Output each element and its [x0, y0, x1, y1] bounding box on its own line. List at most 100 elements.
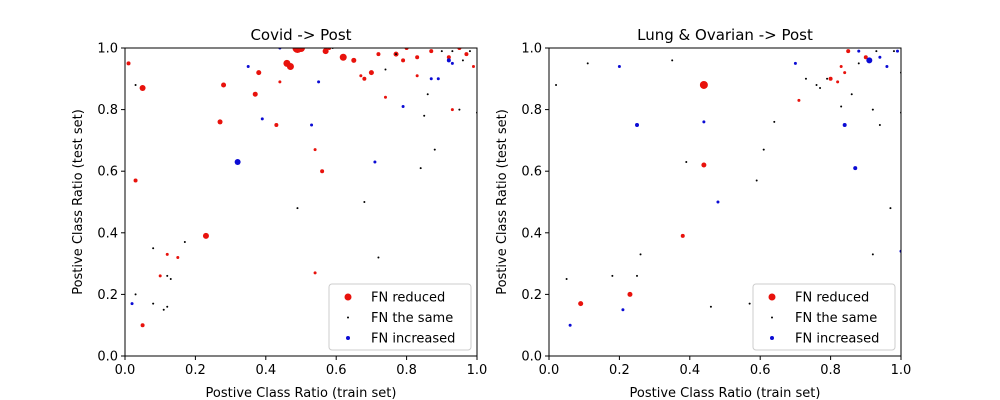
data-point-fn-reduced: [450, 108, 454, 112]
legend-label: FN increased: [371, 332, 455, 347]
data-point-fn-the-same: [755, 179, 758, 182]
data-point-fn-reduced: [699, 80, 708, 89]
data-point-fn-the-same: [426, 93, 429, 96]
legend: FN reduced FN the same FN increased: [752, 283, 896, 351]
y-tick-label: 0.4: [97, 226, 118, 241]
x-tick-label: 0.8: [396, 363, 417, 378]
x-tick-label: 0.6: [326, 363, 347, 378]
data-point-fn-increased: [246, 64, 250, 68]
data-point-fn-the-same: [423, 114, 426, 117]
data-point-fn-the-same: [819, 87, 822, 90]
data-point-fn-reduced: [446, 55, 451, 60]
data-point-fn-increased: [446, 58, 451, 63]
legend-label: FN increased: [795, 332, 879, 347]
data-point-fn-reduced: [359, 74, 363, 78]
data-point-fn-the-same: [152, 247, 155, 250]
data-point-fn-reduced: [351, 57, 357, 63]
data-point-fn-reduced: [221, 82, 227, 88]
data-point-fn-increased: [568, 323, 572, 327]
data-point-fn-reduced: [165, 252, 169, 256]
x-tick-label: 0.6: [750, 363, 771, 378]
data-point-fn-the-same: [433, 148, 436, 151]
x-axis-label: Postive Class Ratio (train set): [206, 386, 397, 400]
data-point-fn-the-same: [709, 305, 712, 308]
data-point-fn-reduced: [415, 55, 420, 60]
y-tick-label: 1.0: [97, 42, 118, 57]
chart-title: Lung & Ovarian -> Post: [637, 26, 813, 44]
data-point-fn-the-same: [878, 124, 881, 126]
data-point-fn-the-same: [636, 274, 638, 277]
data-point-fn-the-same: [889, 207, 892, 210]
data-point-fn-reduced: [252, 91, 258, 97]
data-point-fn-reduced: [158, 274, 162, 278]
legend-label: FN the same: [795, 311, 877, 326]
chart-panel-1: 0.0 0.2 0.4 0.6 0.8 1.0 0.0 0.2 0.4 0.6 0.8 1.0 Covi…: [71, 26, 487, 400]
data-point-fn-reduced: [401, 58, 406, 63]
data-point-fn-the-same: [169, 278, 172, 280]
data-point-fn-increased: [450, 61, 454, 65]
data-point-fn-the-same: [671, 59, 674, 62]
data-point-fn-reduced: [383, 95, 387, 99]
data-point-fn-reduced: [863, 55, 868, 60]
data-point-fn-the-same: [840, 105, 843, 108]
data-point-fn-reduced: [176, 255, 180, 259]
data-point-fn-increased: [621, 308, 625, 312]
data-point-fn-increased: [130, 302, 134, 306]
x-tick-label: 1.0: [467, 363, 488, 378]
data-point-fn-increased: [234, 158, 241, 165]
data-point-fn-reduced: [286, 62, 294, 70]
y-tick-label: 0.0: [97, 350, 118, 365]
data-point-fn-the-same: [857, 62, 860, 65]
data-point-fn-reduced: [471, 64, 475, 68]
data-point-fn-increased: [317, 80, 321, 84]
data-point-fn-the-same: [451, 50, 454, 53]
legend-marker: [346, 336, 350, 340]
data-point-fn-increased: [635, 123, 639, 127]
data-point-fn-increased: [429, 77, 433, 81]
y-tick-label: 0.6: [521, 165, 542, 180]
data-point-fn-reduced: [133, 178, 138, 183]
data-point-fn-the-same: [762, 148, 765, 151]
data-point-fn-the-same: [639, 253, 642, 256]
data-point-fn-reduced: [839, 64, 843, 68]
data-point-fn-the-same: [875, 50, 878, 53]
axes-frame: [548, 47, 902, 357]
y-tick-label: 0.2: [97, 288, 118, 303]
data-point-fn-the-same: [748, 302, 751, 305]
data-point-fn-the-same: [377, 256, 380, 259]
data-point-fn-reduced: [278, 80, 282, 84]
data-point-fn-the-same: [773, 120, 776, 123]
data-point-fn-the-same: [152, 302, 155, 305]
data-point-fn-the-same: [871, 108, 874, 111]
data-point-fn-reduced: [368, 70, 374, 76]
y-tick-label: 1.0: [521, 42, 542, 57]
data-point-fn-reduced: [274, 123, 279, 127]
data-point-fn-reduced: [701, 162, 707, 168]
data-point-fn-the-same: [166, 274, 169, 277]
y-axis-label: Postive Class Ratio (test set): [495, 109, 510, 295]
points-group: [555, 49, 901, 327]
y-tick-label: 0.2: [521, 288, 542, 303]
data-point-fn-increased: [716, 200, 720, 204]
data-point-fn-the-same: [804, 77, 807, 80]
x-tick-label: 0.0: [115, 363, 136, 378]
legend-marker: [771, 316, 773, 319]
legend-marker: [770, 336, 774, 340]
legend-label: FN reduced: [371, 291, 445, 306]
data-point-fn-increased: [866, 57, 873, 64]
data-point-fn-increased: [878, 55, 882, 59]
data-point-fn-increased: [857, 49, 861, 53]
data-point-fn-reduced: [415, 74, 419, 78]
data-point-fn-the-same: [850, 93, 853, 96]
data-point-fn-reduced: [217, 119, 223, 125]
data-point-fn-the-same: [296, 207, 299, 210]
data-point-fn-increased: [702, 120, 706, 124]
data-point-fn-the-same: [395, 53, 398, 56]
data-point-fn-reduced: [313, 271, 317, 275]
data-point-fn-the-same: [166, 305, 169, 308]
data-point-fn-the-same: [183, 241, 186, 244]
data-point-fn-the-same: [826, 77, 829, 80]
data-point-fn-reduced: [376, 52, 381, 57]
data-point-fn-reduced: [843, 71, 847, 75]
data-point-fn-the-same: [892, 50, 895, 53]
